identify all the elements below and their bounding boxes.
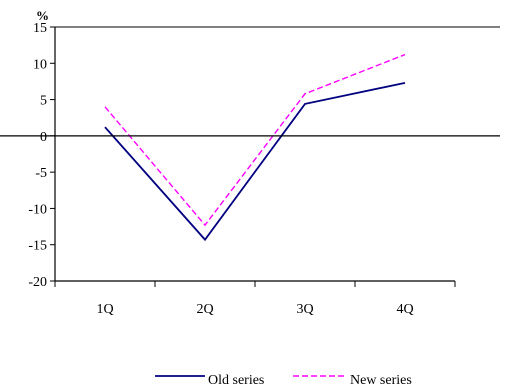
y-axis-ticks: 15 10 5 0 -5 -10 -15 -20 [28, 21, 55, 290]
series-layer [104, 53, 406, 242]
x-tick-label: 1Q [96, 302, 113, 317]
y-tick-label: -10 [28, 202, 47, 217]
axes [0, 26, 500, 282]
legend-label: New series [350, 373, 412, 388]
x-tick-label: 4Q [396, 302, 413, 317]
x-axis-ticks: 1Q 2Q 3Q 4Q [54, 281, 456, 317]
x-tick-label: 2Q [196, 302, 213, 317]
y-tick-label: -5 [35, 166, 47, 181]
y-tick-label: -20 [28, 275, 47, 290]
y-tick-label: 5 [40, 94, 47, 109]
y-tick-label: 0 [40, 130, 47, 145]
y-tick-label: -15 [28, 239, 47, 254]
x-tick-label: 3Q [296, 302, 313, 317]
legend-label: Old series [208, 373, 264, 388]
legend: Old series New series [155, 373, 412, 388]
y-axis-label: % [36, 8, 49, 23]
y-tick-label: 10 [33, 57, 47, 72]
y-tick-label: 15 [33, 21, 47, 36]
series-line-new [104, 53, 406, 227]
series-line-old [104, 81, 406, 242]
